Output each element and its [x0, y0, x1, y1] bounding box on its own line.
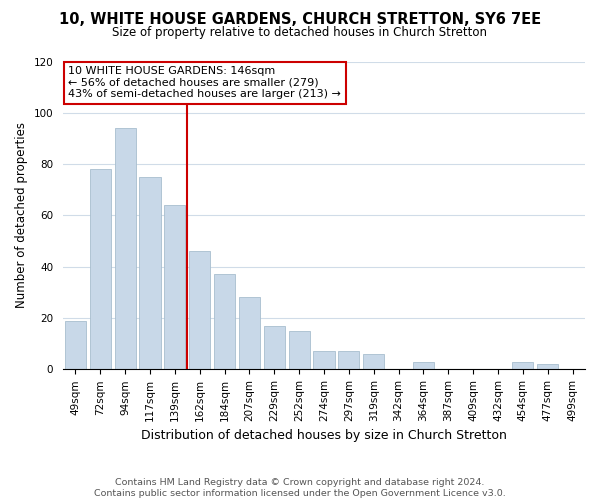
Bar: [65, 320, 86, 370]
Bar: [338, 352, 359, 370]
Y-axis label: Number of detached properties: Number of detached properties: [15, 122, 28, 308]
Bar: [239, 298, 260, 370]
Bar: [512, 362, 533, 370]
Text: Contains HM Land Registry data © Crown copyright and database right 2024.
Contai: Contains HM Land Registry data © Crown c…: [94, 478, 506, 498]
Bar: [214, 274, 235, 370]
Bar: [289, 331, 310, 370]
Bar: [313, 352, 335, 370]
Text: Size of property relative to detached houses in Church Stretton: Size of property relative to detached ho…: [113, 26, 487, 39]
Bar: [413, 362, 434, 370]
Bar: [537, 364, 558, 370]
Bar: [164, 205, 185, 370]
Bar: [90, 169, 111, 370]
Bar: [264, 326, 285, 370]
Bar: [363, 354, 384, 370]
X-axis label: Distribution of detached houses by size in Church Stretton: Distribution of detached houses by size …: [141, 430, 507, 442]
Bar: [189, 252, 210, 370]
Bar: [139, 177, 161, 370]
Bar: [115, 128, 136, 370]
Text: 10 WHITE HOUSE GARDENS: 146sqm
← 56% of detached houses are smaller (279)
43% of: 10 WHITE HOUSE GARDENS: 146sqm ← 56% of …: [68, 66, 341, 100]
Text: 10, WHITE HOUSE GARDENS, CHURCH STRETTON, SY6 7EE: 10, WHITE HOUSE GARDENS, CHURCH STRETTON…: [59, 12, 541, 28]
